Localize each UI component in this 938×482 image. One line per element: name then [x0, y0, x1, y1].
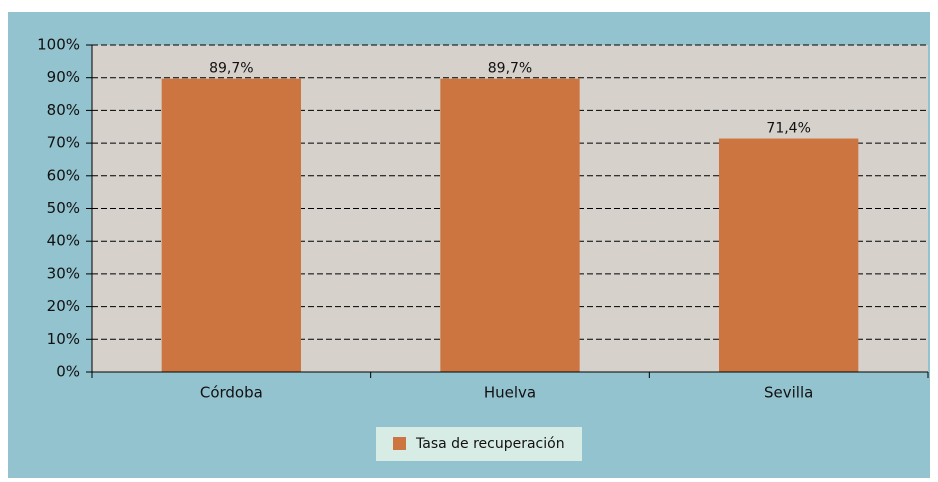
x-tick-label: Sevilla	[764, 384, 813, 402]
y-tick-label: 100%	[37, 36, 80, 54]
bar	[161, 78, 301, 372]
value-label: 89,7%	[209, 61, 253, 77]
y-tick-label: 0%	[56, 363, 80, 381]
y-tick-label: 40%	[47, 232, 80, 250]
y-tick-label: 10%	[47, 330, 80, 348]
y-tick-label: 50%	[47, 199, 80, 217]
x-tick-label: Córdoba	[200, 384, 263, 402]
y-tick-label: 30%	[47, 264, 80, 282]
y-tick-label: 20%	[47, 297, 80, 315]
x-tick-label: Huelva	[484, 384, 536, 402]
legend-label: Tasa de recuperación	[415, 436, 565, 452]
value-label: 71,4%	[766, 121, 810, 137]
legend-box	[376, 427, 582, 461]
value-label: 89,7%	[488, 61, 532, 77]
y-tick-label: 80%	[47, 101, 80, 119]
legend-swatch	[393, 437, 406, 450]
bar	[440, 78, 580, 372]
y-tick-label: 60%	[47, 166, 80, 184]
y-tick-label: 90%	[47, 68, 80, 86]
y-tick-label: 70%	[47, 134, 80, 152]
bar	[719, 138, 859, 372]
